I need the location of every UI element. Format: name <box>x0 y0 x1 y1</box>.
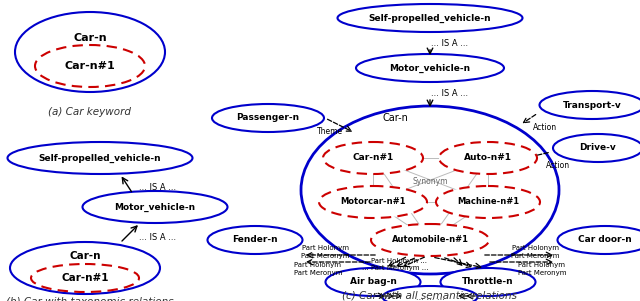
Ellipse shape <box>31 264 139 292</box>
Text: ... IS A ...: ... IS A ... <box>431 39 468 48</box>
Ellipse shape <box>323 142 423 174</box>
Text: Part Holonym: Part Holonym <box>294 262 342 268</box>
Text: Theme: Theme <box>317 128 343 136</box>
Ellipse shape <box>337 4 522 32</box>
Text: Part Holonym: Part Holonym <box>511 245 559 251</box>
Ellipse shape <box>10 242 160 294</box>
Ellipse shape <box>301 106 559 274</box>
Text: ... IS A ...: ... IS A ... <box>431 88 468 98</box>
Text: Motorcar-n#1: Motorcar-n#1 <box>340 197 406 206</box>
Ellipse shape <box>8 142 193 174</box>
Ellipse shape <box>15 12 165 92</box>
Text: ... IS A ...: ... IS A ... <box>140 232 177 241</box>
Text: Transport-v: Transport-v <box>563 101 621 110</box>
Text: (a) Car keyword: (a) Car keyword <box>49 107 131 117</box>
Text: Fender-n: Fender-n <box>232 235 278 244</box>
Ellipse shape <box>439 142 537 174</box>
Ellipse shape <box>371 224 489 256</box>
Text: Throttle-n: Throttle-n <box>462 278 514 287</box>
Text: Part Meronym: Part Meronym <box>518 270 566 276</box>
Text: Drive-v: Drive-v <box>580 144 616 153</box>
Text: ... Part Meronym ...: ... Part Meronym ... <box>362 265 428 271</box>
Text: ... ... ...: ... ... ... <box>415 293 444 301</box>
Text: (b) Car with taxonomic relations: (b) Car with taxonomic relations <box>6 296 174 301</box>
Text: Machine-n#1: Machine-n#1 <box>457 197 519 206</box>
Text: Car door-n: Car door-n <box>578 235 632 244</box>
Text: Air bag-n: Air bag-n <box>349 278 396 287</box>
Text: Car-n#1: Car-n#1 <box>65 61 115 71</box>
Text: ... Part Holonym ...: ... Part Holonym ... <box>362 258 428 264</box>
Text: Motor_vehicle-n: Motor_vehicle-n <box>389 64 470 73</box>
Text: Self-propelled_vehicle-n: Self-propelled_vehicle-n <box>38 154 161 163</box>
Text: Part Meronym: Part Meronym <box>294 270 342 276</box>
Ellipse shape <box>436 186 540 218</box>
Text: Car-n: Car-n <box>69 251 100 261</box>
Text: Action: Action <box>533 123 557 132</box>
Text: ... IS A ...: ... IS A ... <box>140 184 177 193</box>
Ellipse shape <box>319 186 427 218</box>
Text: Car-n: Car-n <box>382 113 408 123</box>
Ellipse shape <box>383 286 477 301</box>
Ellipse shape <box>557 226 640 254</box>
Ellipse shape <box>212 104 324 132</box>
Ellipse shape <box>540 91 640 119</box>
Text: Car-n: Car-n <box>73 33 107 43</box>
Text: Automobile-n#1: Automobile-n#1 <box>392 235 468 244</box>
Text: Action: Action <box>546 160 570 169</box>
Ellipse shape <box>356 54 504 82</box>
Text: Part Holonym: Part Holonym <box>518 262 566 268</box>
Text: Synonym: Synonym <box>412 178 448 187</box>
Text: Motor_vehicle-n: Motor_vehicle-n <box>115 203 196 212</box>
Ellipse shape <box>553 134 640 162</box>
Text: Part Holonym: Part Holonym <box>301 245 349 251</box>
Ellipse shape <box>326 268 420 296</box>
Ellipse shape <box>35 45 145 87</box>
Text: Passenger-n: Passenger-n <box>236 113 300 123</box>
Text: Part Meronym: Part Meronym <box>301 253 349 259</box>
Ellipse shape <box>83 191 227 223</box>
Text: Car-n#1: Car-n#1 <box>353 154 394 163</box>
Text: Auto-n#1: Auto-n#1 <box>464 154 512 163</box>
Text: (c) Car with all semantic relations: (c) Car with all semantic relations <box>342 291 518 301</box>
Text: Car-n#1: Car-n#1 <box>61 273 109 283</box>
Text: Self-propelled_vehicle-n: Self-propelled_vehicle-n <box>369 14 492 23</box>
Text: Part Meronym: Part Meronym <box>511 253 559 259</box>
Ellipse shape <box>207 226 303 254</box>
Ellipse shape <box>440 268 536 296</box>
